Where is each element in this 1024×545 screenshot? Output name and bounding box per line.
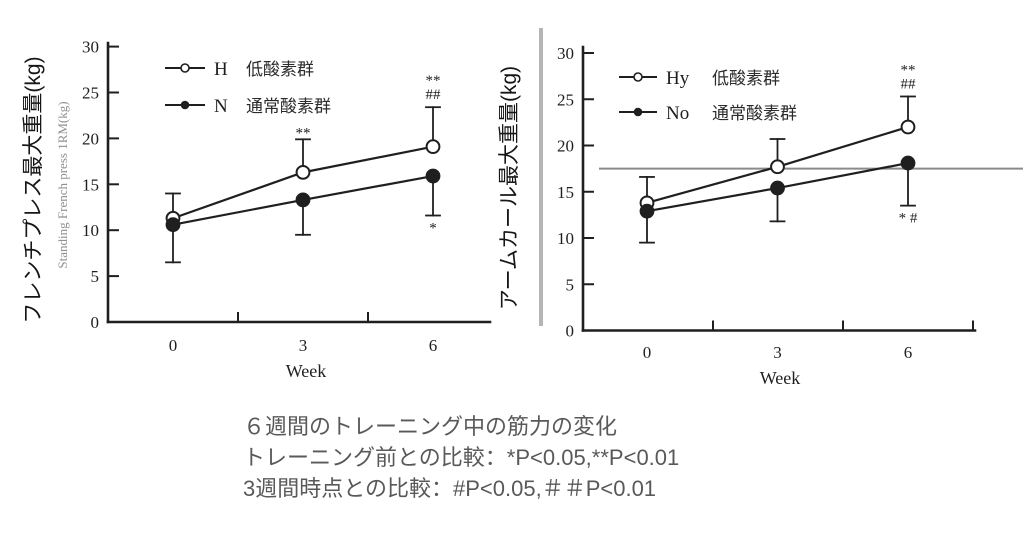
y-tick-label: 15 bbox=[82, 175, 99, 194]
legend-key: No bbox=[666, 103, 689, 124]
data-point-No bbox=[639, 203, 655, 219]
y-tick-label: 20 bbox=[557, 137, 574, 156]
x-tick-label: 6 bbox=[904, 343, 913, 362]
y-tick-label: 10 bbox=[82, 221, 99, 240]
caption-title-line: ６週間のトレーニング中の筋力の変化 bbox=[243, 414, 618, 439]
y-axis-label: アームカール最大重量(kg) bbox=[498, 66, 521, 310]
y-tick-label: 5 bbox=[566, 275, 575, 294]
y-tick-label: 25 bbox=[557, 90, 574, 109]
y-tick-label: 20 bbox=[82, 129, 99, 148]
data-point-No bbox=[900, 155, 916, 171]
figure-caption: ６週間のトレーニング中の筋力の変化 トレーニング前との比較：*P<0.05,**… bbox=[243, 411, 679, 504]
y-tick-label: 15 bbox=[557, 183, 574, 202]
y-tick-label: 10 bbox=[557, 229, 574, 248]
y-tick-label: 5 bbox=[91, 267, 100, 286]
y-tick-label: 25 bbox=[82, 84, 99, 103]
y-tick-label: 30 bbox=[557, 44, 574, 63]
data-point-Hy bbox=[900, 119, 916, 135]
legend-label: 通常酸素群 bbox=[246, 97, 331, 116]
x-tick-label: 0 bbox=[643, 343, 652, 362]
data-point-N bbox=[165, 217, 181, 233]
legend-marker-H bbox=[180, 63, 190, 73]
legend-label: 低酸素群 bbox=[246, 60, 314, 79]
legend-label: 通常酸素群 bbox=[712, 104, 797, 123]
x-tick-label: 3 bbox=[773, 343, 782, 362]
strength-training-figure: Standing French press 1RM(kg) 0 5 10 15 20 25 3… bbox=[22, 28, 1023, 388]
data-point-Hy bbox=[770, 159, 785, 175]
legend-key: Hy bbox=[666, 68, 690, 89]
legend-key: N bbox=[214, 96, 228, 117]
y-tick-label: 0 bbox=[91, 313, 100, 332]
arm-curl-chart: 0 5 10 15 20 25 30 0 3 6 Week アームカール最大重量(kg) **## * #… bbox=[498, 28, 1023, 388]
x-tick-label: 6 bbox=[429, 336, 438, 355]
french-press-chart: Standing French press 1RM(kg) 0 5 10 15 20 25 3… bbox=[22, 38, 492, 381]
x-tick-label: 3 bbox=[299, 336, 308, 355]
data-point-H bbox=[425, 139, 441, 155]
legend-key: H bbox=[214, 59, 228, 80]
significance-annotation: * bbox=[429, 221, 437, 237]
legend-marker-No bbox=[633, 107, 643, 117]
y-axis-label: フレンチプレス最大重量(kg) bbox=[22, 56, 45, 323]
ghost-ylabel: Standing French press 1RM(kg) bbox=[55, 101, 70, 268]
x-tick-label: 0 bbox=[169, 336, 178, 355]
significance-annotation: ## bbox=[901, 76, 917, 92]
data-point-N bbox=[425, 168, 441, 184]
significance-annotation: ## bbox=[426, 87, 442, 103]
legend-background bbox=[146, 46, 336, 127]
data-point-N bbox=[295, 192, 311, 208]
data-point-H bbox=[295, 164, 311, 180]
caption-legend-line2: 3週間時点との比較：#P<0.05,＃＃P<0.01 bbox=[243, 476, 657, 501]
significance-annotation: ** bbox=[901, 62, 916, 78]
y-tick-label: 0 bbox=[566, 322, 575, 341]
legend-marker-N bbox=[180, 100, 190, 110]
y-tick-label: 30 bbox=[82, 38, 99, 57]
significance-annotation: * # bbox=[899, 211, 918, 227]
legend-label: 低酸素群 bbox=[712, 69, 780, 88]
legend-marker-Hy bbox=[633, 72, 643, 82]
caption-legend-line1: トレーニング前との比較：*P<0.05,**P<0.01 bbox=[243, 445, 680, 470]
significance-annotation: ** bbox=[426, 73, 441, 89]
x-axis-label: Week bbox=[286, 361, 327, 381]
x-axis-label: Week bbox=[760, 368, 801, 388]
vertical-stripe-artifact bbox=[539, 28, 543, 326]
significance-annotation: ** bbox=[296, 125, 311, 141]
data-point-No bbox=[770, 180, 785, 196]
